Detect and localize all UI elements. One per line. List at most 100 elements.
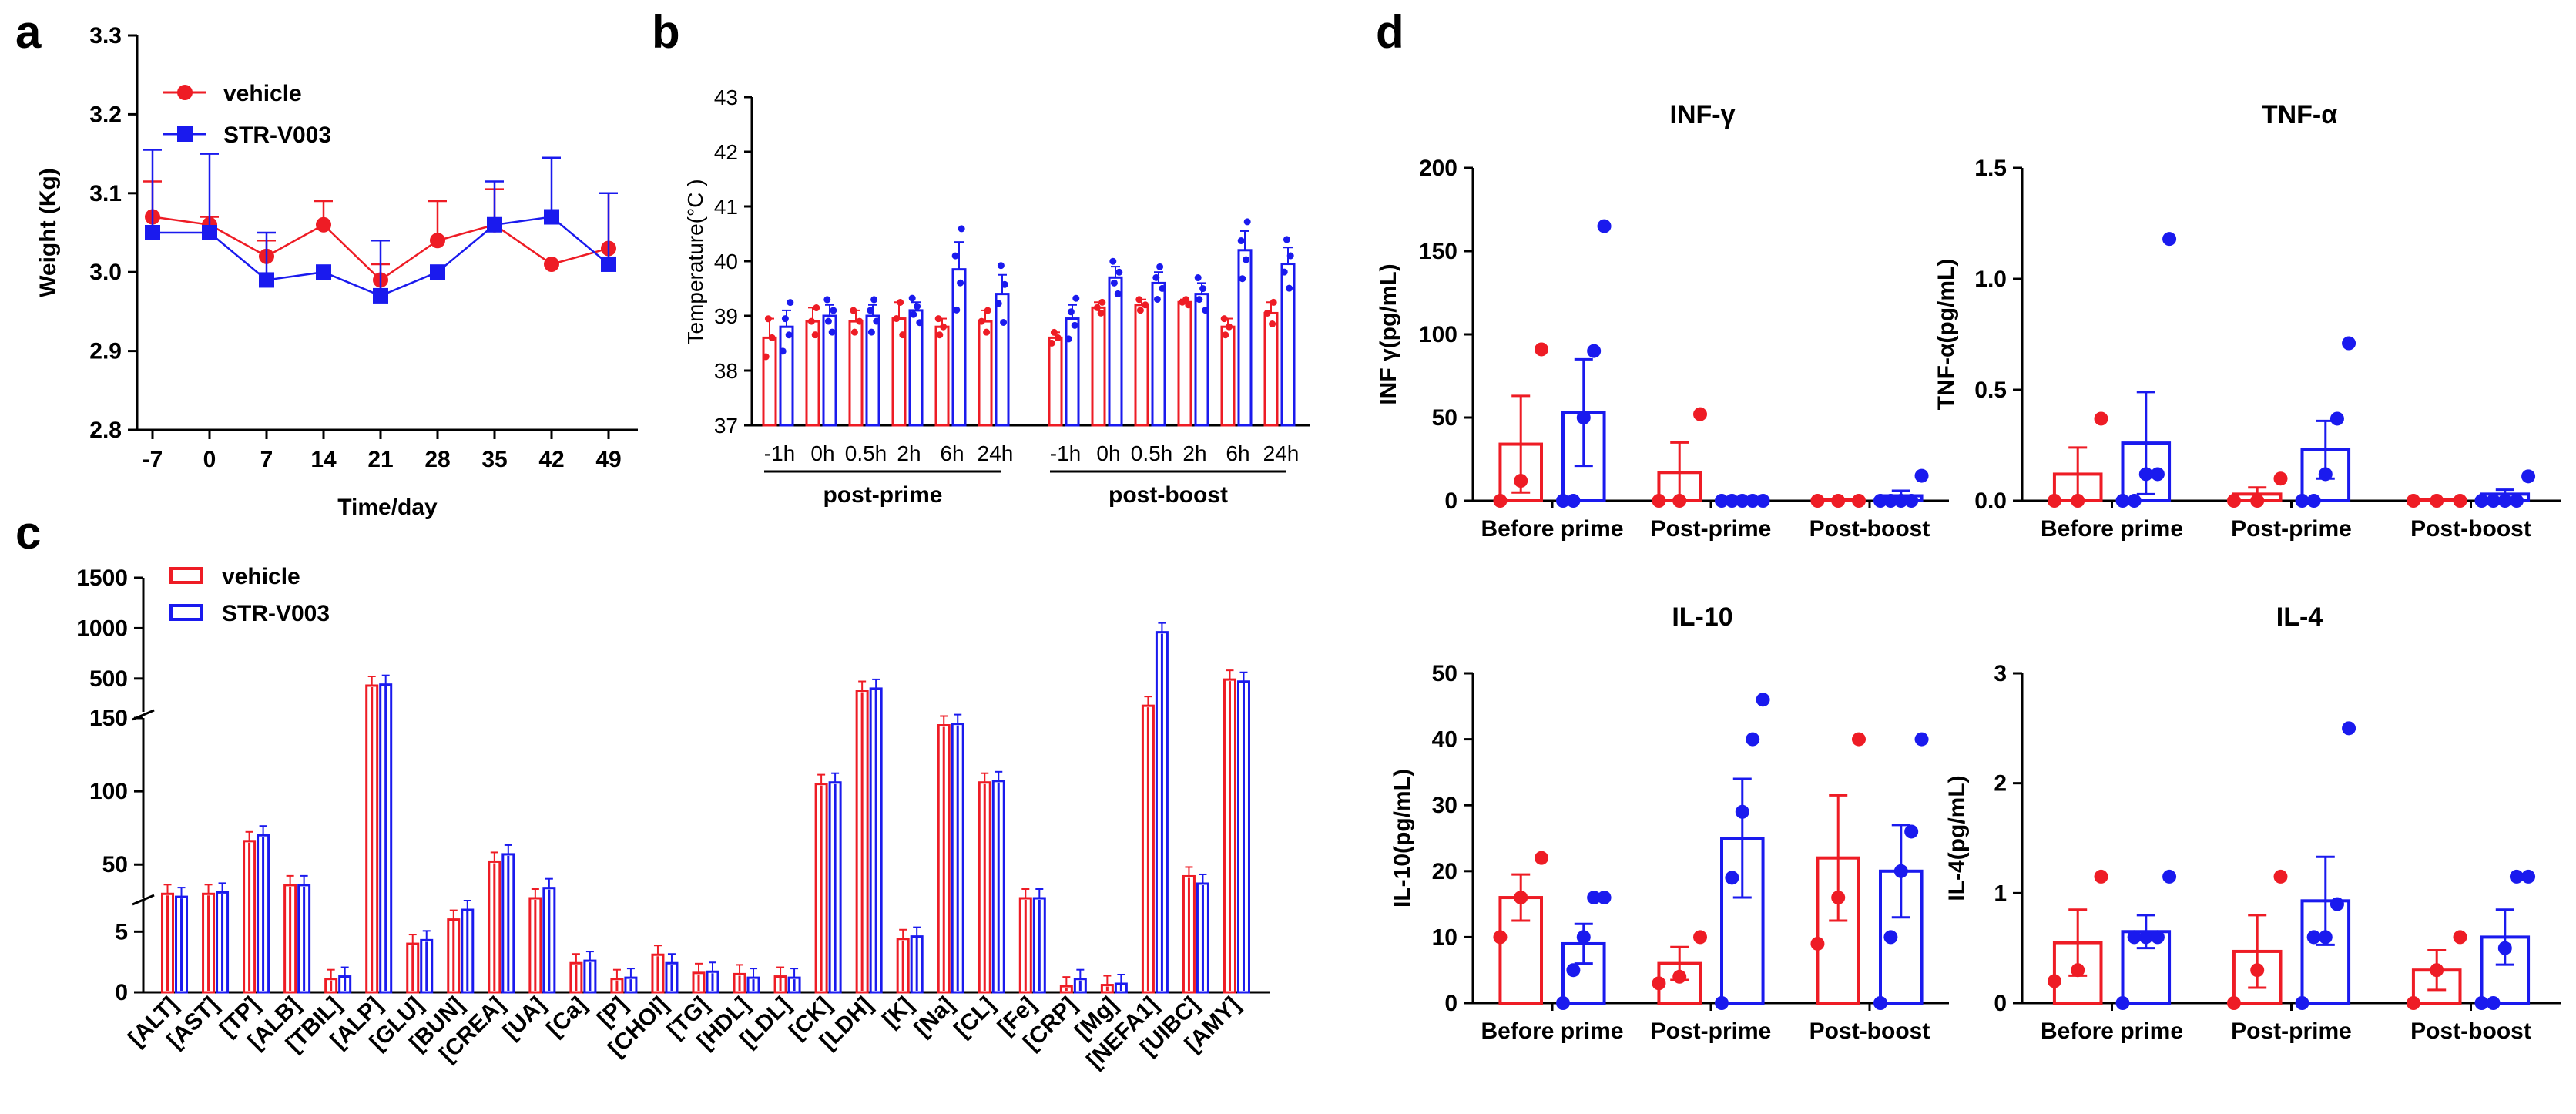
y-axis-label: IL-4(pg/mL): [1944, 775, 1970, 901]
x-tick-label: [Ca]: [542, 992, 592, 1042]
bar-STR-V003: [1065, 317, 1080, 427]
data-point: [983, 328, 991, 336]
y-tick-label: 30: [1432, 793, 1457, 818]
y-tick-label: 3: [1994, 661, 2007, 686]
data-point: [2306, 494, 2321, 508]
data-point: [373, 287, 388, 304]
x-tick-label: -1h: [1050, 441, 1081, 465]
data-point: [2453, 494, 2467, 508]
y-axis-label: TNF-α(pg/mL): [1934, 259, 1959, 411]
y-tick-label: 2.9: [89, 339, 122, 364]
data-point: [787, 299, 794, 307]
data-point: [1756, 494, 1770, 508]
data-point: [1652, 494, 1666, 508]
data-point: [850, 328, 858, 336]
chart-d-il10: IL-10 IL-10(pg/mL) 0 10 20 30 40 50 Before prime…: [1390, 602, 1949, 1044]
data-point: [601, 256, 616, 272]
bar-vehicle: [848, 320, 864, 427]
data-point: [1746, 494, 1760, 508]
group-label: post-boost: [1109, 482, 1228, 508]
bar-STR-V003: [995, 293, 1010, 427]
y-axis-label: Weight (Kg): [35, 168, 61, 297]
data-point: [1672, 969, 1687, 984]
x-tick-label: 14: [310, 447, 337, 472]
data-point: [2047, 494, 2061, 508]
data-point: [1001, 280, 1008, 288]
panel-label-a: a: [15, 6, 42, 58]
data-point: [1202, 307, 1209, 314]
y-tick-label: 20: [1432, 859, 1457, 884]
bar-STR-V003: [908, 309, 924, 427]
x-tick-label: 21: [367, 447, 393, 472]
bar-STR-V003: [1108, 276, 1123, 427]
data-point: [997, 262, 1005, 270]
y-tick-label: 1500: [76, 565, 128, 591]
data-point: [2295, 996, 2309, 1010]
group-label: post-prime: [823, 482, 942, 508]
y-tick-label: 37: [714, 414, 738, 438]
y-tick-label: 3.3: [89, 23, 122, 49]
data-point: [2094, 411, 2108, 426]
data-point: [1054, 334, 1062, 341]
data-point: [1243, 218, 1251, 226]
data-point: [1048, 339, 1055, 347]
data-point: [1852, 732, 1866, 747]
data-point: [1576, 411, 1591, 424]
data-point: [2162, 232, 2177, 247]
data-point: [2406, 996, 2420, 1010]
y-tick-label: 10: [1432, 924, 1457, 950]
bar-vehicle: [978, 320, 993, 427]
data-point: [1270, 298, 1277, 306]
data-point: [1735, 494, 1749, 508]
data-point: [1050, 328, 1058, 336]
data-point: [1286, 252, 1294, 260]
y-tick-label: 43: [714, 86, 738, 109]
data-point: [1110, 279, 1118, 287]
data-point: [978, 317, 985, 325]
data-point: [2342, 721, 2356, 736]
data-point: [1065, 335, 1072, 343]
data-point: [1597, 219, 1612, 233]
data-point: [1071, 321, 1078, 329]
bar-STR-V003: [951, 268, 967, 427]
data-point: [487, 216, 502, 233]
data-point: [2329, 897, 2344, 911]
data-point: [316, 216, 331, 233]
y-tick-label: 150: [1419, 239, 1457, 264]
data-point: [984, 307, 991, 314]
data-point: [934, 315, 942, 323]
chart-b-temperature: 37 38 39 40 41 42 43 Temperature(°C ) -1h 0h 0.5h 2…: [683, 86, 1310, 508]
y-tick-label: 3.0: [89, 260, 122, 285]
y-tick-label: 0.0: [1974, 488, 2007, 514]
bar-vehicle: [1048, 336, 1063, 427]
data-point: [823, 296, 831, 304]
chart-d-il4: IL-4 IL-4(pg/mL) 0 1 2 3 Before prime Post-prim…: [1944, 602, 2561, 1044]
data-point: [1914, 468, 1929, 483]
data-point: [2474, 494, 2489, 508]
data-point: [1715, 494, 1729, 508]
data-point: [951, 252, 959, 260]
data-point: [1135, 296, 1143, 304]
data-point: [2138, 467, 2153, 482]
data-point: [1566, 963, 1581, 978]
data-point: [1243, 256, 1250, 263]
data-point: [202, 225, 217, 240]
data-point: [1196, 296, 1203, 304]
axis-break-mark: [132, 894, 155, 906]
panel-label-d: d: [1376, 6, 1404, 58]
legend-label: vehicle: [222, 564, 300, 589]
data-point: [2115, 494, 2130, 508]
data-point: [1226, 323, 1233, 331]
y-axis-label: IL-10(pg/mL): [1390, 769, 1415, 908]
x-tick-label: -7: [143, 447, 163, 472]
data-point: [430, 233, 445, 249]
data-point: [145, 225, 160, 240]
x-tick-label: 2h: [897, 441, 921, 465]
data-point: [1493, 494, 1508, 508]
y-tick-label: 1000: [76, 616, 128, 641]
data-point: [1283, 236, 1290, 243]
data-point: [1556, 494, 1570, 508]
legend-marker: [169, 604, 203, 621]
data-point: [2329, 411, 2344, 426]
